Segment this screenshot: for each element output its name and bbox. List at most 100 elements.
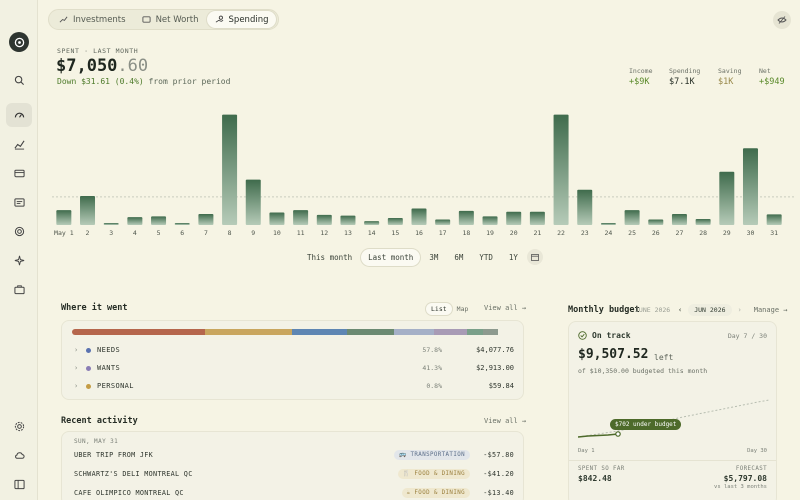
tab-investments[interactable]: Investments xyxy=(51,11,134,28)
bar[interactable] xyxy=(269,212,285,225)
stat-label: Net xyxy=(759,67,771,75)
bar[interactable] xyxy=(695,219,711,225)
bar[interactable] xyxy=(600,223,616,225)
bar[interactable] xyxy=(506,211,522,225)
bar[interactable] xyxy=(103,223,119,225)
transaction-description: UBER TRIP FROM JFK xyxy=(74,451,154,459)
budget-manage-link[interactable]: Manage → xyxy=(753,306,788,314)
stat-label: Income xyxy=(629,67,653,75)
breakdown-segment[interactable] xyxy=(72,329,206,335)
category-row-needs[interactable]: › NEEDS 57.8% $4,077.76 xyxy=(74,343,514,357)
period-last-month[interactable]: Last month xyxy=(361,248,421,266)
target-icon[interactable] xyxy=(6,219,32,243)
bar[interactable] xyxy=(577,189,593,225)
breakdown-segment[interactable] xyxy=(205,329,292,335)
logo-icon[interactable] xyxy=(9,32,29,52)
bar[interactable] xyxy=(482,216,498,225)
x-tick-label: 21 xyxy=(533,229,541,237)
transaction-row[interactable]: CAFE OLIMPICO MONTREAL QC ☕ FOOD & DININ… xyxy=(74,486,514,500)
dashboard-icon[interactable] xyxy=(6,103,32,127)
category-dot xyxy=(86,365,91,371)
receipt-icon[interactable] xyxy=(6,190,32,214)
bar[interactable] xyxy=(293,210,309,225)
bar[interactable] xyxy=(245,179,261,225)
category-dot xyxy=(86,383,91,389)
bar[interactable] xyxy=(340,215,356,225)
bar[interactable] xyxy=(387,217,403,225)
period-ytd[interactable]: YTD xyxy=(479,252,493,262)
bar[interactable] xyxy=(174,223,190,225)
breakdown-segment[interactable] xyxy=(433,329,468,335)
briefcase-icon[interactable] xyxy=(6,277,32,301)
period-1y[interactable]: 1Y xyxy=(508,252,518,262)
spent-so-far-value: $842.48 xyxy=(578,474,612,483)
bar[interactable] xyxy=(80,196,96,225)
chart-icon[interactable] xyxy=(6,132,32,156)
chevron-left-icon[interactable]: ‹ xyxy=(678,306,683,314)
transaction-row[interactable]: SCHWARTZ'S DELI MONTREAL QC 🍴 FOOD & DIN… xyxy=(74,467,514,481)
bar[interactable] xyxy=(411,208,427,225)
budget-actual-line xyxy=(578,433,619,438)
breakdown-segment[interactable] xyxy=(291,329,348,335)
daily-spending-chart: May 1 2 3 4 5 6 7 8 9 10 11 12 13 14 15 16 17 18 19 20 21 22 2… xyxy=(52,114,794,237)
x-tick-label: 22 xyxy=(557,229,565,237)
period-this-month[interactable]: This month xyxy=(307,252,353,262)
bar[interactable] xyxy=(742,148,758,225)
toggle-map[interactable]: Map xyxy=(456,304,469,313)
search-icon[interactable] xyxy=(6,68,32,92)
card-icon[interactable] xyxy=(6,161,32,185)
chevron-right-icon: › xyxy=(74,382,79,390)
check-circle-icon xyxy=(578,331,587,340)
period-3m[interactable]: 3M xyxy=(429,252,439,262)
bar[interactable] xyxy=(766,214,782,225)
bar[interactable] xyxy=(671,214,687,225)
cloud-icon[interactable] xyxy=(6,443,32,467)
breakdown-segment[interactable] xyxy=(347,329,394,335)
bar[interactable] xyxy=(364,221,380,225)
bar[interactable] xyxy=(222,114,238,225)
bar[interactable] xyxy=(435,219,451,225)
bar[interactable] xyxy=(719,171,735,225)
bar[interactable] xyxy=(458,210,474,225)
chevron-right-icon[interactable]: › xyxy=(737,306,742,314)
breakdown-segment[interactable] xyxy=(467,329,483,335)
bar[interactable] xyxy=(316,214,332,225)
tab-net-worth[interactable]: Net Worth xyxy=(134,11,207,28)
tab-spending[interactable]: Spending xyxy=(206,11,277,28)
hide-amounts-button[interactable] xyxy=(773,11,791,29)
bar[interactable] xyxy=(56,210,72,225)
category-pct: 41.3% xyxy=(422,364,442,372)
sidebar xyxy=(0,0,38,500)
x-tick-label: 28 xyxy=(699,229,707,237)
bar[interactable] xyxy=(529,211,545,225)
category-tag-label: FOOD & DINING xyxy=(414,471,465,477)
calendar-icon[interactable] xyxy=(526,249,543,265)
toggle-list[interactable]: List xyxy=(426,302,452,315)
budget-day: Day 7 / 30 xyxy=(727,332,767,340)
bar[interactable] xyxy=(624,210,640,225)
bar[interactable] xyxy=(127,217,143,225)
tab-label: Investments xyxy=(73,14,126,25)
stat-spending: Spending $7.1K xyxy=(669,67,700,87)
where-view-all-link[interactable]: View all → xyxy=(484,304,527,312)
sparkle-icon[interactable] xyxy=(6,248,32,272)
bar[interactable] xyxy=(553,114,569,225)
activity-view-all-link[interactable]: View all → xyxy=(484,417,527,425)
collapse-icon[interactable] xyxy=(6,472,32,496)
category-row-personal[interactable]: › PERSONAL 0.8% $59.84 xyxy=(74,379,514,393)
transaction-row[interactable]: UBER TRIP FROM JFK 🚌 TRANSPORTATION -$57… xyxy=(74,448,514,462)
spent-label: SPENT · LAST MONTH xyxy=(57,47,139,55)
tab-label: Spending xyxy=(228,14,269,25)
bar[interactable] xyxy=(198,214,214,225)
breakdown-segment[interactable] xyxy=(393,329,434,335)
bar[interactable] xyxy=(151,216,167,225)
category-row-wants[interactable]: › WANTS 41.3% $2,913.00 xyxy=(74,361,514,375)
period-6m[interactable]: 6M xyxy=(454,252,464,262)
breakdown-segment[interactable] xyxy=(482,329,499,335)
settings-icon[interactable] xyxy=(6,414,32,438)
where-card: › NEEDS 57.8% $4,077.76 › WANTS 41.3% $2… xyxy=(61,320,524,400)
bar[interactable] xyxy=(648,219,664,225)
budget-month: JUN 2026 xyxy=(688,304,732,316)
stat-net: Net +$949 xyxy=(759,67,785,87)
x-tick-label: May 1 xyxy=(54,229,74,237)
